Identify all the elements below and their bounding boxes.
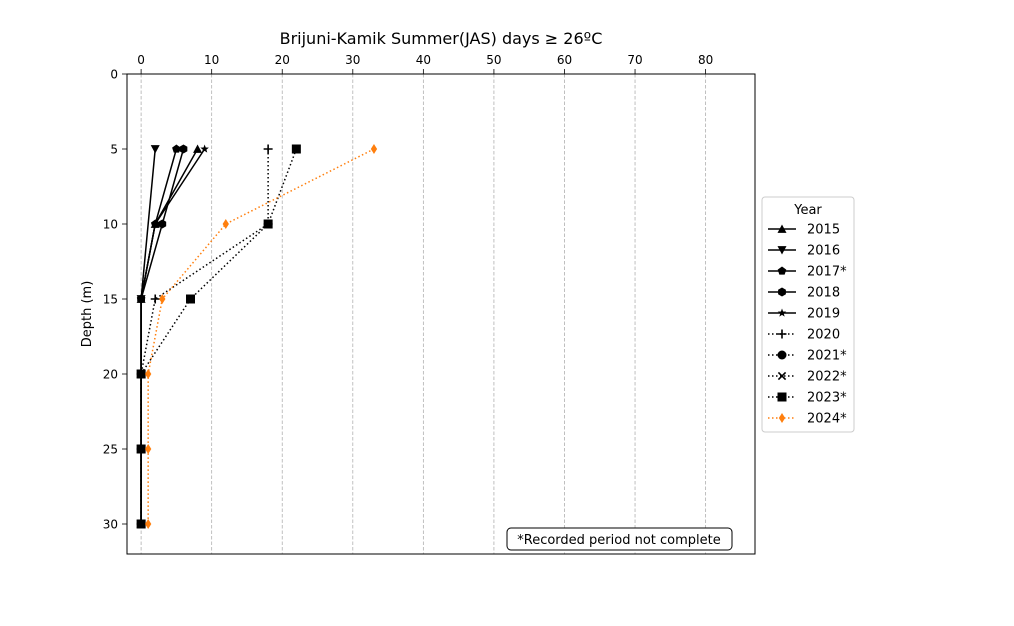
legend-marker — [778, 287, 786, 297]
legend-label: 2020 — [807, 328, 840, 343]
data-point — [263, 219, 273, 229]
y-tick-label: 30 — [103, 518, 118, 532]
legend-label: 2023* — [807, 391, 847, 406]
legend-marker — [777, 371, 787, 381]
legend-entry: 2018 — [768, 286, 840, 301]
data-point — [222, 219, 229, 229]
legend-entries: 2015 2016 2017* 2018 2019 2020 2021* 2022* 2023*… — [768, 223, 847, 427]
annotation-box: *Recorded period not complete — [506, 527, 733, 551]
series-line — [140, 149, 269, 524]
legend-entry: 2021* — [768, 349, 847, 364]
series-line — [140, 148, 298, 524]
x-tick-label: 70 — [627, 53, 642, 67]
y-axis-label: Depth (m) — [80, 281, 95, 348]
series-2018 — [137, 144, 188, 529]
y-tick-label: 0 — [110, 68, 118, 82]
x-tick-label: 0 — [137, 53, 145, 67]
series-line — [147, 148, 375, 524]
data-point — [291, 144, 301, 154]
legend-marker — [777, 350, 787, 360]
legend-marker — [777, 392, 787, 402]
series-2023-partial — [136, 144, 301, 529]
data-point — [136, 444, 146, 454]
data-point — [136, 294, 146, 303]
data-point — [370, 144, 378, 154]
x-tick-label: 10 — [204, 53, 219, 67]
data-point — [145, 519, 152, 529]
legend-label: 2017* — [807, 265, 847, 280]
plot-series — [136, 144, 378, 529]
legend-marker — [777, 246, 787, 255]
x-tick-label: 60 — [557, 53, 572, 67]
x-tick-label: 50 — [486, 53, 501, 67]
data-point — [193, 144, 203, 153]
legend-title: Year — [793, 203, 822, 218]
data-point — [145, 369, 152, 379]
data-point — [158, 219, 167, 229]
data-point — [136, 519, 146, 529]
legend-marker — [777, 308, 787, 317]
data-point — [186, 294, 196, 304]
legend-entry: 2015 — [768, 223, 840, 238]
data-point — [200, 144, 209, 153]
data-point — [172, 144, 181, 153]
legend-label: 2015 — [807, 223, 840, 238]
x-tick-label: 80 — [698, 53, 713, 67]
legend-marker — [777, 329, 787, 339]
data-point — [263, 144, 273, 154]
data-point — [159, 294, 166, 304]
legend-entry: 2017* — [768, 265, 847, 280]
x-tick-label: 30 — [345, 53, 360, 67]
legend: Year 2015 2016 2017* 2018 2019 2020 2021* 2022*… — [761, 196, 855, 433]
annotation-frame — [506, 527, 733, 551]
data-point — [145, 444, 152, 454]
axes: 0 10 20 30 40 50 60 70 80 0 5 10 15 20 25 30 — [103, 53, 714, 532]
legend-marker — [777, 224, 787, 233]
x-tick-label: 20 — [275, 53, 290, 67]
series-2024-partial — [145, 144, 378, 529]
legend-entry: 2016 — [768, 244, 840, 259]
legend-entry: 2023* — [768, 391, 847, 406]
data-point — [150, 294, 160, 304]
series-2020 — [136, 144, 273, 529]
data-point — [136, 369, 146, 379]
y-tick-label: 5 — [110, 143, 118, 157]
legend-entry: 2024* — [768, 412, 847, 427]
y-tick-label: 20 — [103, 368, 118, 382]
x-tick-label: 40 — [416, 53, 431, 67]
legend-marker — [777, 266, 787, 275]
y-tick-label: 15 — [103, 293, 118, 307]
series-line — [140, 148, 178, 524]
y-tick-label: 25 — [103, 443, 118, 457]
y-tick-label: 10 — [103, 218, 118, 232]
legend-label: 2022* — [807, 370, 847, 385]
legend-label: 2024* — [807, 412, 847, 427]
legend-entry: 2022* — [768, 370, 847, 385]
plot-frame — [126, 73, 756, 555]
grid-lines — [140, 74, 707, 554]
legend-label: 2021* — [807, 349, 847, 364]
legend-label: 2018 — [807, 286, 840, 301]
data-point — [150, 219, 160, 228]
data-point — [150, 145, 160, 154]
legend-label: 2016 — [807, 244, 840, 259]
annotation-text: *Recorded period not complete — [517, 533, 721, 548]
data-point — [179, 144, 188, 154]
chart-title: Brijuni-Kamik Summer(JAS) days ≥ 26ºC — [280, 29, 603, 48]
legend-label: 2019 — [807, 307, 840, 322]
legend-entry: 2020 — [768, 328, 840, 343]
series-2017-partial — [136, 144, 181, 528]
legend-entry: 2019 — [768, 307, 840, 322]
legend-marker — [778, 413, 786, 423]
